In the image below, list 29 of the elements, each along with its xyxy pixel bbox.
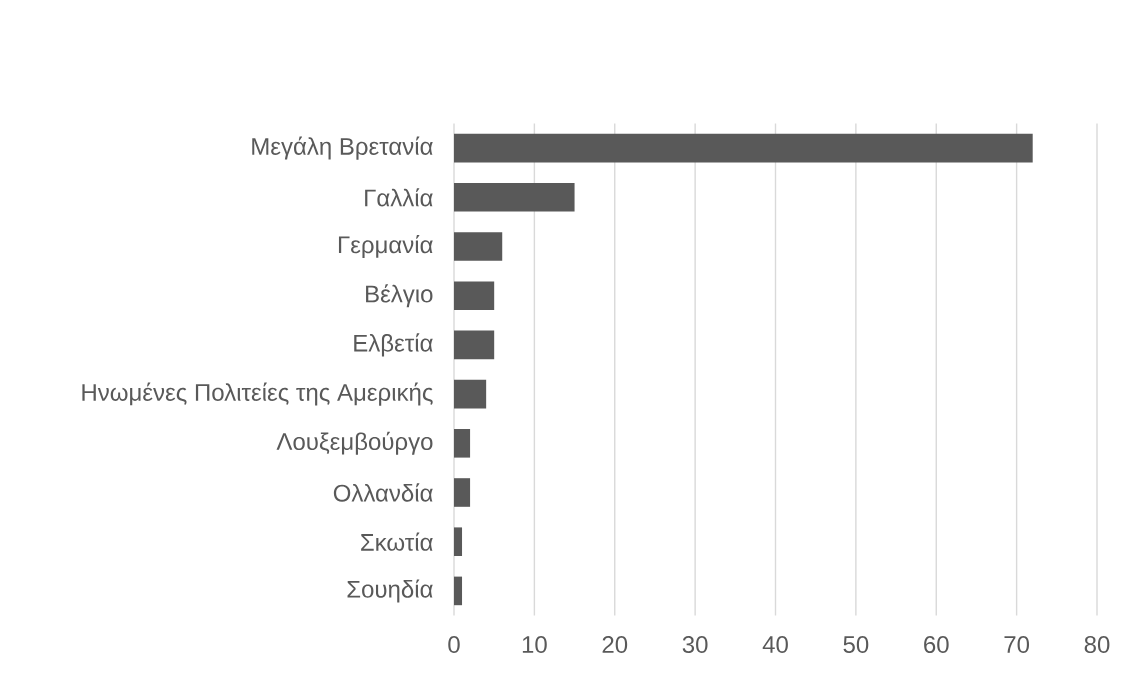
y-tick-label: Ελβετία [354,333,433,357]
x-tick-label: 50 [843,636,869,654]
y-tick-label: Γαλλία [365,188,433,207]
x-tick-label: 40 [762,636,788,654]
y-tick-label: Μεγάλη Βρετανία [252,136,433,160]
x-tick-label: 80 [1084,636,1110,654]
y-tick-label: Σκωτία [361,532,433,551]
x-tick-label: 30 [682,636,708,654]
y-tick-label: Ηνωμένες Πολιτείες της Αμερικής [82,382,433,406]
bar [454,527,463,556]
x-tick-label: 20 [602,636,628,654]
y-tick-label: Βέλγιο [366,284,433,308]
bar [454,379,487,409]
bar [454,281,495,310]
x-tick-label: 70 [1004,636,1030,654]
x-tick-label: 60 [924,636,949,654]
bar [454,429,471,458]
bar [454,576,463,606]
bar [454,183,575,212]
y-tick-label: Γερμανία [338,234,433,259]
x-tick-label: 10 [522,636,547,654]
bar [454,232,503,261]
bar [454,330,495,360]
bar [454,478,471,507]
y-tick-label: Λουξεμβούργο [276,431,433,455]
x-tick-label: 0 [448,636,460,654]
y-tick-label: Σουηδία [347,579,433,603]
bar [454,133,1033,163]
y-tick-label: Ολλανδία [333,483,433,502]
